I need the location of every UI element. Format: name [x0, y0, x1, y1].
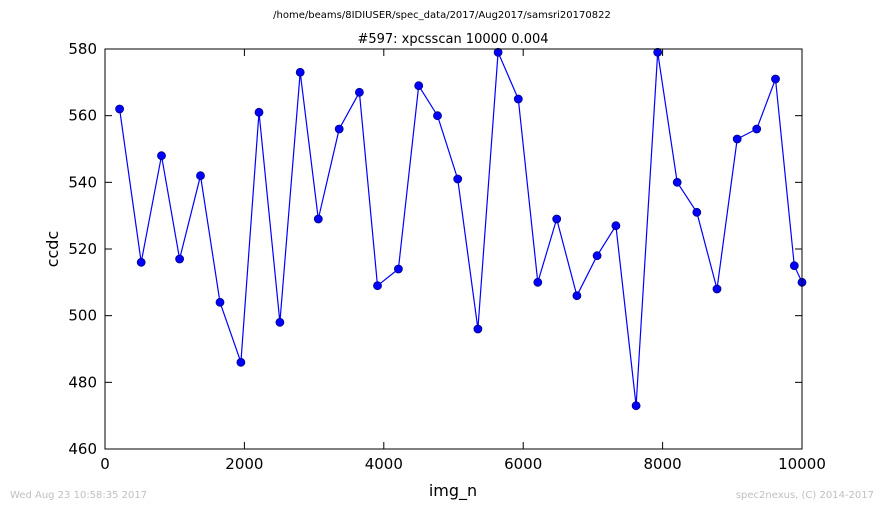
- x-tick-label: 0: [100, 455, 110, 473]
- y-tick-label: 520: [68, 240, 97, 258]
- footer-credit: spec2nexus, (C) 2014-2017: [736, 490, 874, 501]
- x-tick-label: 6000: [504, 455, 542, 473]
- data-point: [672, 177, 682, 187]
- data-point: [236, 357, 246, 367]
- data-point: [493, 47, 503, 57]
- chart-title: #597: xpcsscan 10000 0.004: [357, 32, 548, 47]
- data-point: [136, 257, 146, 267]
- data-point: [611, 221, 621, 231]
- data-point: [513, 94, 523, 104]
- data-point: [692, 207, 702, 217]
- x-tick-label: 4000: [365, 455, 403, 473]
- data-point: [115, 104, 124, 114]
- data-point: [771, 74, 780, 84]
- data-point: [373, 281, 382, 291]
- data-point: [215, 297, 225, 307]
- footer-timestamp: Wed Aug 23 10:58:35 2017: [10, 490, 147, 501]
- data-point: [712, 284, 722, 294]
- data-point: [295, 67, 305, 77]
- x-axis-label: img_n: [429, 481, 477, 501]
- series-line: [119, 52, 803, 406]
- data-point: [732, 134, 742, 144]
- y-axis-ticks: 460 480 500 520 540 560 580: [68, 40, 802, 458]
- figure-suptitle: /home/beams/8IDIUSER/spec_data/2017/Aug2…: [273, 10, 611, 21]
- data-point: [533, 277, 543, 287]
- data-point: [313, 214, 323, 224]
- x-tick-label: 2000: [225, 455, 263, 473]
- y-tick-label: 540: [68, 173, 97, 191]
- y-tick-label: 460: [68, 440, 97, 458]
- y-tick-label: 580: [68, 40, 97, 58]
- data-point: [592, 251, 602, 261]
- x-axis-ticks: 0 2000 4000 6000 8000 10000: [100, 49, 826, 473]
- data-point: [414, 81, 424, 91]
- series-layer: [115, 47, 807, 411]
- y-tick-label: 500: [68, 307, 97, 325]
- data-point: [254, 107, 264, 117]
- data-point: [175, 254, 185, 264]
- data-point: [572, 291, 582, 301]
- data-point: [393, 264, 403, 274]
- y-axis-label: ccdc: [43, 231, 62, 268]
- data-point: [275, 317, 285, 327]
- data-point: [196, 171, 205, 181]
- plot-frame: [104, 48, 803, 450]
- data-point: [653, 47, 663, 57]
- data-point: [473, 324, 483, 334]
- data-point: [157, 151, 166, 161]
- data-point: [631, 401, 641, 411]
- data-point: [334, 124, 344, 134]
- data-point: [354, 87, 364, 97]
- data-point: [552, 214, 562, 224]
- y-tick-label: 560: [68, 107, 97, 125]
- x-tick-label: 8000: [644, 455, 682, 473]
- plot-area: 0 2000 4000 6000 8000 10000 460 480 500 520 540 56…: [68, 40, 826, 473]
- data-point: [789, 261, 799, 271]
- data-point: [752, 124, 762, 134]
- data-point: [433, 111, 442, 121]
- x-tick-label: 10000: [778, 455, 826, 473]
- y-tick-label: 480: [68, 373, 97, 391]
- data-point: [453, 174, 463, 184]
